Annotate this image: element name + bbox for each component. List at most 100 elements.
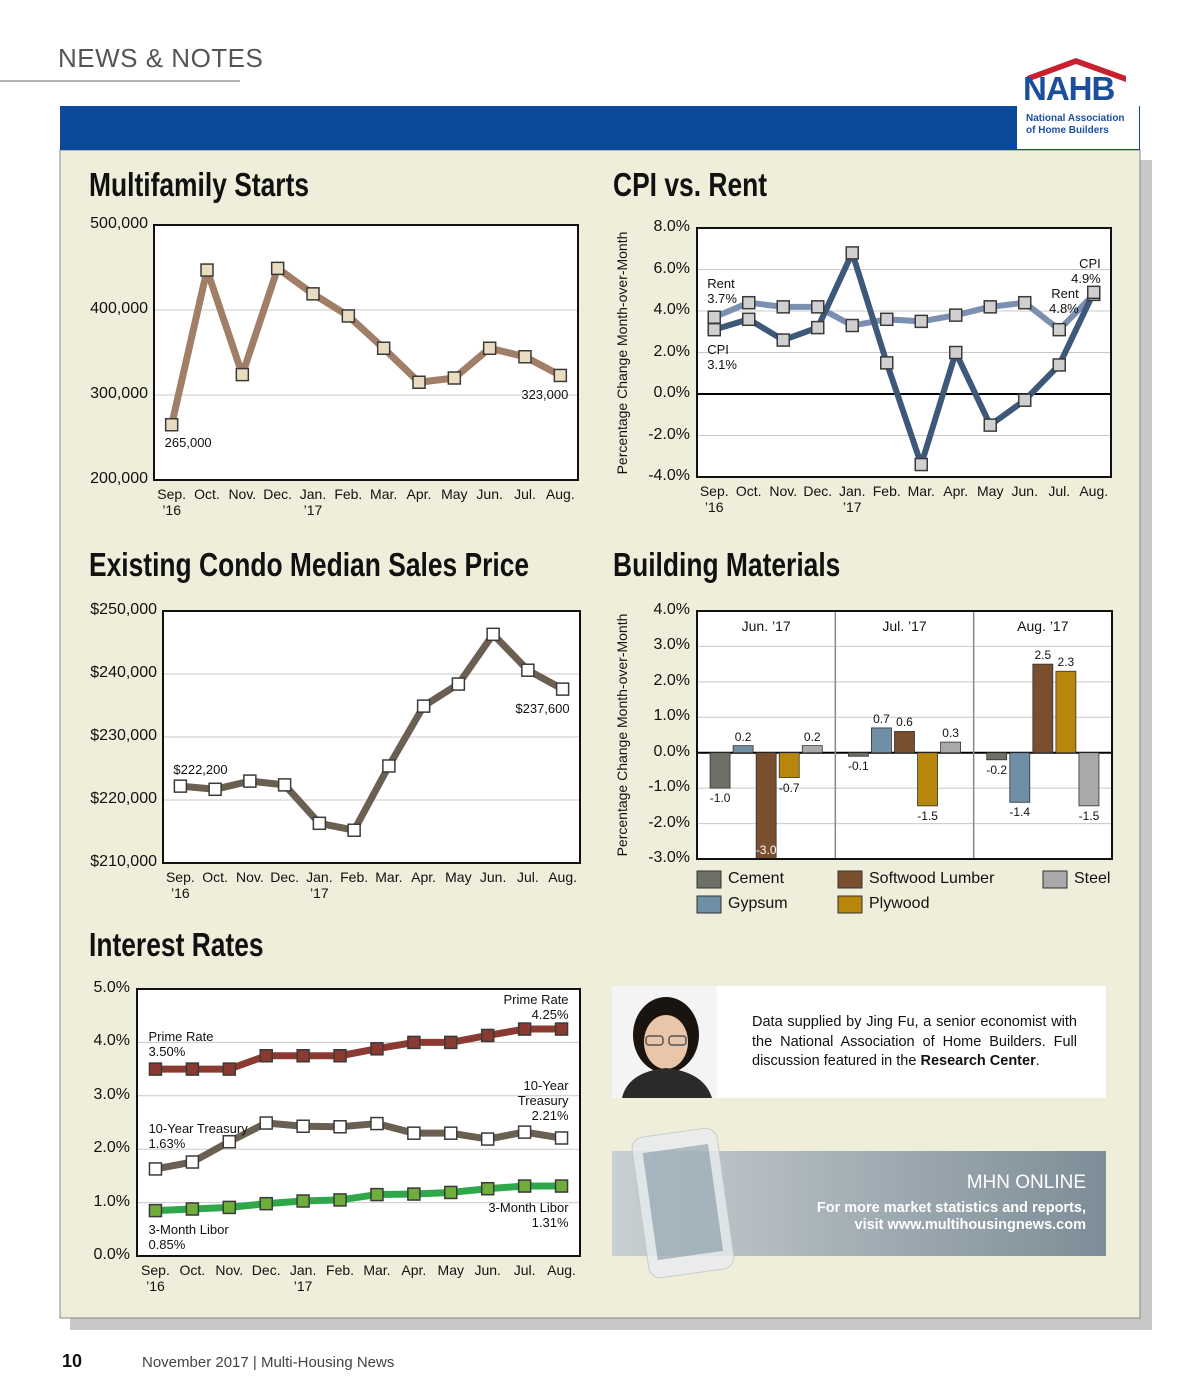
- point: [707, 322, 721, 337]
- annotation-name: Rent: [1051, 286, 1079, 302]
- y-tick-label: 1.0%: [653, 707, 690, 725]
- point: [1087, 285, 1101, 300]
- point: [554, 1022, 569, 1036]
- point: [185, 1202, 200, 1216]
- point: [296, 1049, 310, 1063]
- y-tick-label: 500,000: [90, 215, 148, 232]
- bar: [1078, 752, 1100, 807]
- bar-label: -1.0: [709, 791, 731, 806]
- annotation-value: $237,600: [515, 701, 570, 717]
- point: [880, 312, 894, 327]
- info-body: Data supplied by Jing Fu, a senior econo…: [752, 1014, 1077, 1069]
- point: [164, 418, 179, 432]
- point: [776, 300, 790, 314]
- bar-label: 0.7: [873, 711, 890, 726]
- y-tick-label: $220,000: [90, 790, 157, 807]
- chart-title: Existing Condo Median Sales Price: [89, 546, 530, 583]
- x-tick-label: Feb.: [340, 869, 369, 885]
- annotation-name: CPI: [1079, 256, 1101, 272]
- bar-label: -1.5: [1078, 808, 1100, 823]
- plot-frame: [136, 988, 581, 1257]
- annotation: 323,000: [521, 387, 568, 402]
- annotation: 265,000: [165, 435, 212, 450]
- annotation: 3-Month Libor 0.85%: [148, 1222, 228, 1252]
- annotation-name: 10-Year Treasury: [517, 1077, 569, 1108]
- x-tick-label: Apr.: [943, 483, 969, 499]
- x-tick-label: Feb.: [334, 486, 363, 502]
- annotation-value: 323,000: [521, 387, 569, 403]
- bar: [801, 745, 823, 754]
- x-tick-label: Aug.: [547, 1262, 576, 1278]
- point: [949, 308, 963, 322]
- annotation-name: Prime Rate: [148, 1029, 214, 1045]
- plot-frame: [696, 227, 1112, 478]
- point: [914, 314, 928, 329]
- annotation-name: 10-Year Treasury: [148, 1120, 248, 1136]
- annotation-value: $222,200: [173, 762, 228, 778]
- point: [1052, 322, 1066, 337]
- info-end: .: [1035, 1053, 1040, 1069]
- y-tick-label: $240,000: [90, 664, 157, 681]
- bar: [1009, 752, 1031, 803]
- point: [370, 1042, 384, 1056]
- legend-swatch: [1042, 870, 1068, 889]
- page-number: 10: [62, 1351, 83, 1371]
- x-tick-label: Dec.: [251, 1262, 281, 1278]
- banner: [60, 106, 1140, 150]
- x-tick-label: Mar.: [370, 486, 398, 502]
- point: [517, 1022, 532, 1036]
- point: [277, 778, 292, 792]
- x-tick-label: Jan. ’17: [839, 483, 866, 515]
- point: [811, 300, 825, 314]
- promo-title: MHN ONLINE: [966, 1172, 1086, 1193]
- x-tick-label: Dec.: [263, 486, 293, 502]
- point: [222, 1062, 237, 1076]
- section-title: NEWS & NOTES: [58, 43, 264, 73]
- annotation: Rent 4.8%: [1049, 286, 1079, 316]
- x-tick-label: May: [977, 483, 1004, 499]
- chart-title: Building Materials: [613, 546, 841, 583]
- point: [222, 1200, 237, 1215]
- point: [1018, 393, 1032, 407]
- bar-label: 0.2: [734, 729, 752, 744]
- annotation: Prime Rate 3.50%: [148, 1029, 213, 1059]
- y-tick-label: 8.0%: [653, 218, 690, 235]
- y-tick-label: 0.0%: [653, 384, 690, 401]
- x-tick-label: Jun.: [1011, 483, 1038, 499]
- x-tick-label: Sep. ’16: [699, 483, 729, 515]
- point: [482, 341, 497, 355]
- x-tick-label: Oct.: [179, 1262, 206, 1278]
- annotation-name: CPI: [707, 341, 729, 357]
- y-tick-label: 3.0%: [93, 1085, 130, 1103]
- group-label: Jul. ’17: [882, 618, 927, 634]
- legend-swatch: [696, 895, 722, 914]
- bar: [940, 741, 962, 754]
- annotation: CPI 3.1%: [707, 342, 737, 372]
- plot-frame: [153, 224, 579, 481]
- point: [333, 1120, 347, 1134]
- bar-label: -1.5: [917, 808, 938, 823]
- point: [347, 823, 361, 837]
- point: [200, 263, 214, 277]
- point: [444, 1035, 458, 1050]
- bar-label: 2.5: [1034, 648, 1052, 663]
- y-tick-label: 4.0%: [93, 1032, 130, 1050]
- point: [444, 1126, 458, 1140]
- annotation-value: 265,000: [164, 434, 212, 450]
- annotation: 10-Year Treasury 1.63%: [148, 1121, 247, 1151]
- bar: [1055, 670, 1077, 754]
- point: [376, 341, 391, 355]
- logo-subtitle: National Association of Home Builders: [1026, 113, 1125, 136]
- annotation-value: 3.7%: [707, 291, 737, 307]
- annotation: 3-Month Libor 1.31%: [488, 1200, 568, 1230]
- x-tick-label: Nov.: [236, 869, 264, 885]
- chart-title: Interest Rates: [89, 926, 264, 963]
- annotation-name: 3-Month Libor: [148, 1221, 229, 1237]
- point: [173, 779, 188, 793]
- point: [517, 1125, 532, 1139]
- point: [259, 1049, 273, 1063]
- y-tick-label: 0.0%: [93, 1246, 130, 1263]
- point: [811, 320, 825, 335]
- bar-label: 0.6: [896, 715, 913, 730]
